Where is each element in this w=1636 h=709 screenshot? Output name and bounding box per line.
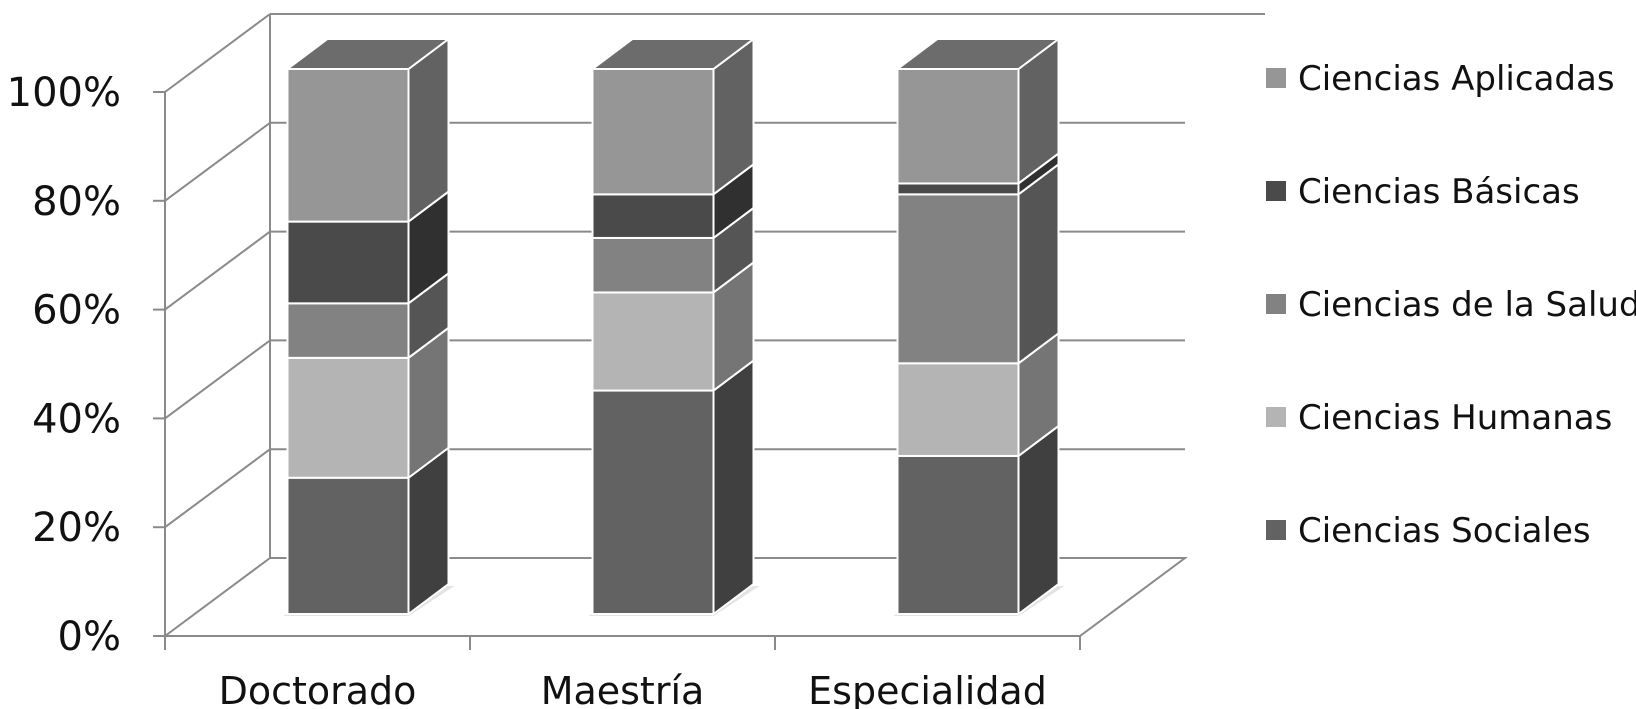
x-tick-label: Maestría	[541, 669, 705, 709]
gridline-side	[164, 13, 271, 93]
bar-segment	[896, 193, 1020, 365]
legend-item: Ciencias Sociales	[1266, 511, 1591, 551]
bar-segment-side	[1017, 162, 1060, 366]
bar-segment	[286, 220, 410, 305]
legend-label: Ciencias Humanas	[1298, 398, 1612, 438]
legend-label: Ciencias Básicas	[1298, 172, 1580, 212]
legend-item: Ciencias Aplicadas	[1266, 59, 1615, 99]
bar-segment	[286, 302, 410, 359]
x-tick-label: Especialidad	[808, 669, 1047, 709]
x-tick-label: Doctorado	[219, 669, 417, 709]
bar-segment	[591, 193, 715, 239]
bar-segment	[286, 356, 410, 479]
x-axis: Doctorado Maestría Especialidad	[164, 636, 1081, 709]
bar-segment	[896, 182, 1020, 196]
gridline-side	[164, 339, 271, 420]
bar-segment-side	[712, 358, 755, 616]
bar-segment	[896, 454, 1020, 616]
legend-label: Ciencias Sociales	[1298, 511, 1591, 551]
y-tick-label: 40%	[32, 396, 121, 442]
legend-swatch	[1266, 68, 1286, 88]
gridline-side	[164, 230, 271, 311]
bar-segment	[286, 476, 410, 615]
legend-swatch	[1266, 294, 1286, 314]
legend-swatch	[1266, 181, 1286, 201]
bar-segment	[591, 236, 715, 294]
bar-segment	[896, 362, 1020, 457]
legend-item: Ciencias Humanas	[1266, 398, 1612, 438]
bar-segment	[896, 68, 1020, 185]
y-tick-label: 0%	[58, 614, 121, 660]
y-axis: 0% 20% 40% 60% 80% 100%	[7, 70, 165, 660]
legend-item: Ciencias de la Salud	[1266, 285, 1636, 325]
y-tick-label: 80%	[32, 179, 121, 225]
bar-stack	[893, 37, 1065, 616]
gridline-side	[164, 448, 271, 529]
y-tick-label: 60%	[32, 288, 121, 334]
y-tick-label: 100%	[7, 70, 121, 116]
bar-top	[284, 38, 452, 70]
legend: Ciencias Aplicadas Ciencias Básicas Cienci…	[1266, 59, 1636, 551]
bar-top	[589, 38, 757, 70]
bar-stack	[588, 37, 760, 616]
bar-segment	[286, 68, 410, 223]
bar-stack	[283, 37, 455, 616]
legend-label: Ciencias Aplicadas	[1298, 59, 1615, 99]
gridline-side	[164, 121, 271, 202]
bar-segment-side	[407, 37, 450, 224]
legend-swatch	[1266, 407, 1286, 427]
gridline-side	[164, 557, 271, 637]
bar-segment	[591, 68, 715, 196]
bar-segment-side	[1017, 423, 1060, 616]
y-tick-label: 20%	[32, 505, 121, 551]
legend-swatch	[1266, 520, 1286, 540]
bars	[283, 37, 1065, 616]
bar-segment	[591, 291, 715, 392]
bar-top	[894, 38, 1062, 70]
legend-item: Ciencias Básicas	[1266, 172, 1580, 212]
legend-label: Ciencias de la Salud	[1298, 285, 1636, 325]
bar-segment	[591, 389, 715, 615]
